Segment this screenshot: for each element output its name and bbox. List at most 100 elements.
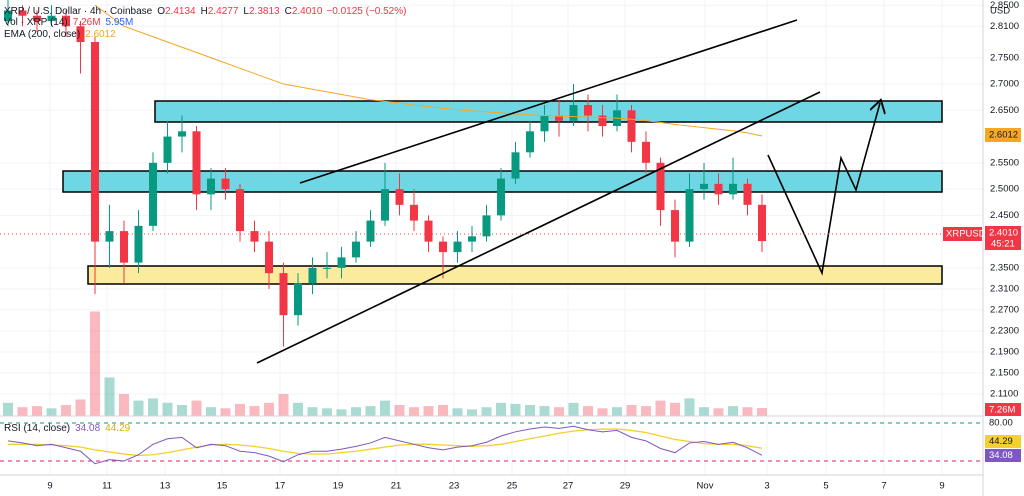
- volume-pane: [3, 311, 767, 416]
- volume-bar: [539, 406, 550, 416]
- price-tags: 2.6012 XRPUSD 2.4010 45:21 7.26M 80.00 4…: [943, 128, 1021, 462]
- volume-ma: 5.95M: [106, 17, 134, 28]
- rsi-ma-line: [8, 428, 763, 457]
- countdown: 45:21: [991, 239, 1015, 250]
- y-tick-label: 2.1100: [990, 388, 1018, 399]
- candle-body: [555, 115, 563, 121]
- candle-body: [18, 10, 27, 16]
- candle-body: [439, 241, 447, 253]
- candle-body: [352, 241, 360, 258]
- x-tick-label: 19: [333, 481, 344, 492]
- volume-bar: [17, 407, 28, 416]
- volume-bar: [597, 408, 608, 416]
- candle-body: [221, 178, 230, 190]
- candle-body: [729, 183, 737, 195]
- volume-bar: [438, 405, 448, 416]
- candle-body: [236, 189, 244, 232]
- x-tick-label: Nov: [697, 481, 714, 492]
- ohlc-value: 2.3813: [249, 6, 280, 17]
- y-tick-label: 2.4500: [990, 210, 1019, 221]
- volume-bar: [46, 408, 57, 416]
- candle-body: [700, 183, 708, 190]
- candle-body: [105, 231, 114, 242]
- volume-bar: [641, 406, 651, 416]
- volume-bar: [554, 407, 564, 416]
- candle-body: [584, 105, 592, 116]
- x-tick-label: 29: [620, 481, 631, 492]
- volume-bar: [481, 407, 492, 416]
- volume-bar: [162, 402, 173, 416]
- ohlc-key: L: [243, 6, 249, 17]
- volume-bar: [467, 409, 477, 416]
- volume-bar: [133, 400, 144, 416]
- rsi-legend: RSI (14, close) 34.08 44.29: [4, 423, 131, 434]
- x-tick-label: 27: [563, 481, 574, 492]
- volume-last: 7.26M: [73, 17, 101, 28]
- candle-body: [337, 257, 346, 268]
- volume-bar: [293, 402, 303, 416]
- y-tick-label: 2.7000: [990, 79, 1019, 90]
- candle-body: [4, 10, 12, 22]
- volume-bar: [307, 407, 318, 416]
- volume-bar: [394, 405, 405, 416]
- ema-legend: EMA (200, close) 2.6012: [4, 29, 116, 40]
- ohlc-value: 2.4134: [165, 6, 196, 17]
- x-tick-label: 23: [449, 481, 460, 492]
- y-tick-label: 2.8500: [990, 0, 1019, 11]
- volume-name: Vol · XRP (14): [4, 17, 68, 28]
- x-tick-label: 11: [102, 481, 112, 492]
- volume-bar: [220, 408, 231, 416]
- candle-body: [381, 189, 389, 221]
- ohlc-key: O: [157, 6, 165, 17]
- symbol: XRP / U.S. Dollar · 4h · Coinbase: [4, 6, 153, 17]
- volume-bar: [264, 402, 274, 416]
- candle-body: [685, 189, 694, 242]
- candle-body: [424, 220, 433, 242]
- ticker-label: XRPUSD: [946, 229, 986, 240]
- last-price-tag: [985, 226, 1021, 250]
- candle-body: [76, 26, 85, 43]
- rsi-tag-label: 34.08: [989, 450, 1013, 461]
- y-tick-label: 2.3100: [990, 283, 1019, 294]
- candle-body: [540, 115, 549, 132]
- candle-body: [642, 141, 650, 163]
- lower-trendline: [256, 91, 821, 364]
- candle-body: [62, 15, 70, 27]
- volume-bar: [177, 405, 187, 416]
- candles: [4, 0, 766, 347]
- candle-body: [134, 225, 143, 263]
- price-axis: USD 2.8500 2.8100 2.7500 2.7000 2.6500 2.5500…: [990, 0, 1019, 399]
- volume-bar: [655, 400, 666, 416]
- y-tick-label: 2.6500: [990, 105, 1019, 116]
- volume-bar: [104, 377, 115, 416]
- ohlc-value: 2.4277: [208, 6, 239, 17]
- candle-body: [207, 178, 215, 195]
- y-tick-label: 2.3500: [990, 262, 1019, 273]
- volume-bar: [612, 407, 622, 416]
- y-tick-label: 2.8100: [990, 21, 1019, 32]
- volume-bar: [235, 403, 245, 416]
- candle-body: [468, 236, 476, 242]
- rsi-level-label: 80.00: [989, 418, 1013, 429]
- volume-bar: [351, 407, 361, 416]
- rsi-tag: [985, 449, 1021, 462]
- volume-bar: [278, 394, 289, 416]
- volume-bar: [90, 311, 100, 416]
- volume-bar: [119, 394, 129, 416]
- volume-bar: [336, 409, 347, 416]
- candle-body: [395, 189, 404, 205]
- volume-tag-label: 7.26M: [989, 405, 1015, 416]
- volume-legend: Vol · XRP (14) 7.26M 5.95M: [4, 17, 133, 28]
- candle-body: [149, 162, 157, 226]
- candle-body: [569, 105, 578, 121]
- volume-bar: [409, 407, 419, 416]
- candle-body: [323, 267, 331, 269]
- candle-body: [656, 162, 665, 211]
- x-tick-label: 7: [881, 481, 886, 492]
- volume-bar: [249, 406, 260, 416]
- volume-bar: [496, 402, 506, 416]
- candle-body: [366, 220, 375, 242]
- volume-bar: [742, 407, 753, 416]
- y-tick-label: 2.5500: [990, 157, 1019, 168]
